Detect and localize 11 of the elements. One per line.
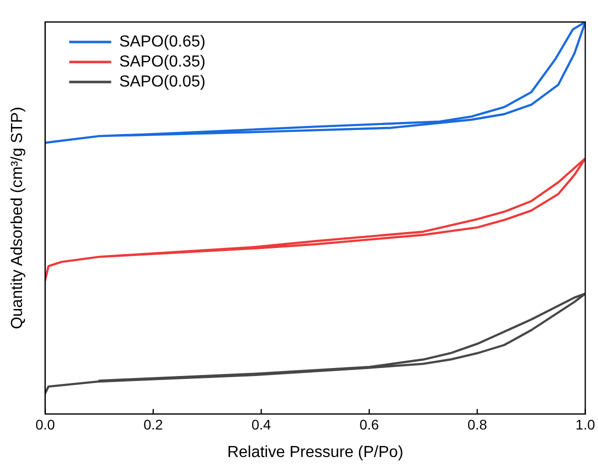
legend-label: SAPO(0.05) xyxy=(119,73,206,90)
legend-label: SAPO(0.65) xyxy=(119,33,206,50)
x-tick-label: 0.6 xyxy=(360,416,380,432)
legend-label: SAPO(0.35) xyxy=(119,53,206,70)
y-axis-title: Quantity Adsorbed (cm³/g STP) xyxy=(9,106,26,330)
x-tick-label: 0.4 xyxy=(251,416,272,432)
x-tick-label: 0.8 xyxy=(468,416,488,432)
x-tick-label: 1.0 xyxy=(576,416,596,432)
x-axis-title: Relative Pressure (P/Po) xyxy=(227,444,404,461)
x-tick-label: 0.2 xyxy=(143,416,164,432)
x-tick-label: 0.0 xyxy=(35,416,56,432)
